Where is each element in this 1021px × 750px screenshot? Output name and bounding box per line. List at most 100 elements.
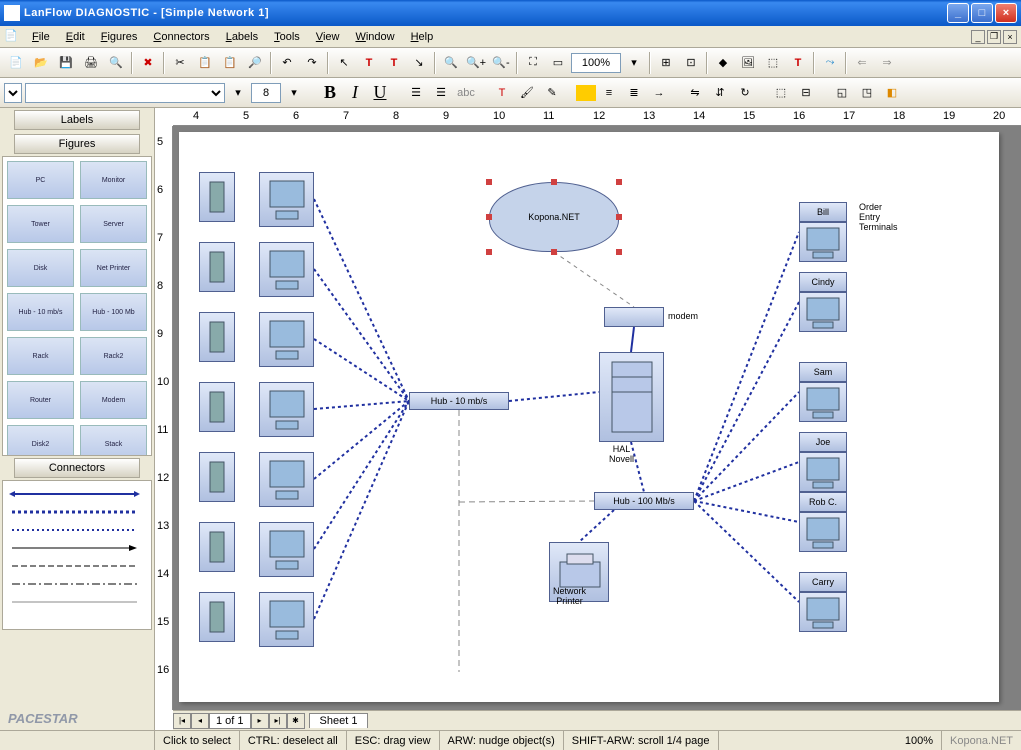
find-button[interactable]: 🔎 [243, 51, 267, 75]
connector-thin[interactable] [7, 593, 147, 611]
flip-h-button[interactable]: ⇋ [683, 81, 707, 105]
redo-button[interactable]: ↷ [300, 51, 324, 75]
terminal-monitor-node[interactable] [799, 292, 847, 332]
phone-node[interactable] [199, 242, 235, 292]
pointer-tool[interactable]: ↖ [332, 51, 356, 75]
modem-node[interactable] [604, 307, 664, 327]
phone-node[interactable] [199, 172, 235, 222]
diagram-page[interactable]: Hub - 10 mb/sHub - 100 Mb/sKopona.NETmod… [179, 132, 999, 702]
fontsize-input[interactable] [251, 83, 281, 103]
style-combo[interactable] [4, 83, 22, 103]
selection-handle[interactable] [551, 179, 557, 185]
prev-page-button[interactable]: ◂ [191, 713, 209, 729]
workstation-node[interactable] [259, 592, 314, 647]
figure-thumb[interactable]: Net Printer [80, 249, 147, 287]
text-style-button[interactable]: T [786, 51, 810, 75]
back-button[interactable]: ⇐ [850, 51, 874, 75]
selection-handle[interactable] [616, 179, 622, 185]
layer-button[interactable]: ◧ [880, 81, 904, 105]
menu-window[interactable]: Window [347, 29, 402, 45]
selection-handle[interactable] [551, 249, 557, 255]
menu-labels[interactable]: Labels [218, 29, 266, 45]
line-weight-button[interactable]: ≣ [622, 81, 646, 105]
hub-10-node[interactable]: Hub - 10 mb/s [409, 392, 509, 410]
snap-button[interactable]: ⊡ [679, 51, 703, 75]
workstation-node[interactable] [259, 242, 314, 297]
terminal-monitor-node[interactable] [799, 452, 847, 492]
minimize-button[interactable]: _ [947, 3, 969, 23]
zoom-input[interactable] [571, 53, 621, 73]
phone-node[interactable] [199, 522, 235, 572]
connector-dashdot[interactable] [7, 575, 147, 593]
connector-solid[interactable] [7, 485, 147, 503]
brush-button[interactable]: 🖌 [515, 81, 539, 105]
print-button[interactable]: 🖨 [79, 51, 103, 75]
add-page-button[interactable]: ✱ [287, 713, 305, 729]
cut-button[interactable]: ✂ [168, 51, 192, 75]
distribute-button[interactable]: ⊟ [794, 81, 818, 105]
figure-thumb[interactable]: PC [7, 161, 74, 199]
connector-dashed[interactable] [7, 557, 147, 575]
mdi-restore-button[interactable]: ❐ [987, 30, 1001, 44]
figure-thumb[interactable]: Modem [80, 381, 147, 419]
terminal-label-node[interactable]: Rob C. [799, 492, 847, 512]
flip-v-button[interactable]: ⇵ [708, 81, 732, 105]
last-page-button[interactable]: ▸| [269, 713, 287, 729]
workstation-node[interactable] [259, 452, 314, 507]
sheet-tab[interactable]: Sheet 1 [309, 713, 369, 728]
menu-figures[interactable]: Figures [93, 29, 146, 45]
canvas[interactable]: Hub - 10 mb/sHub - 100 Mb/sKopona.NETmod… [173, 126, 1021, 710]
conn-style-button[interactable]: ⤳ [818, 51, 842, 75]
zoom-tool[interactable]: 🔍 [439, 51, 463, 75]
front-button[interactable]: ◱ [830, 81, 854, 105]
align-button[interactable]: ⬚ [769, 81, 793, 105]
figure-thumb[interactable]: Tower [7, 205, 74, 243]
fontsize-dropdown[interactable]: ▾ [282, 81, 306, 105]
phone-node[interactable] [199, 312, 235, 362]
menu-file[interactable]: File [24, 29, 58, 45]
text-tool[interactable]: T [357, 51, 381, 75]
arrow-button[interactable]: → [647, 81, 671, 105]
terminal-monitor-node[interactable] [799, 222, 847, 262]
figure-thumb[interactable]: Disk2 [7, 425, 74, 456]
terminal-label-node[interactable]: Joe [799, 432, 847, 452]
connector-dotted-thick[interactable] [7, 503, 147, 521]
cloud-node[interactable]: Kopona.NET [489, 182, 619, 252]
align-left-button[interactable]: ☰ [404, 81, 428, 105]
grid-button[interactable]: ⊞ [654, 51, 678, 75]
workstation-node[interactable] [259, 312, 314, 367]
hub-100-node[interactable]: Hub - 100 Mb/s [594, 492, 694, 510]
back2-button[interactable]: ◳ [855, 81, 879, 105]
copy-button[interactable]: 📋 [193, 51, 217, 75]
line-style-button[interactable]: ≡ [597, 81, 621, 105]
terminal-label-node[interactable]: Cindy [799, 272, 847, 292]
selection-handle[interactable] [616, 214, 622, 220]
figures-panel-header[interactable]: Figures [14, 134, 140, 154]
menu-connectors[interactable]: Connectors [145, 29, 217, 45]
text-tool-2[interactable]: T [382, 51, 406, 75]
terminal-monitor-node[interactable] [799, 382, 847, 422]
italic-button[interactable]: I [343, 81, 367, 105]
zoom-page-button[interactable]: ▭ [546, 51, 570, 75]
menu-tools[interactable]: Tools [266, 29, 308, 45]
phone-node[interactable] [199, 452, 235, 502]
workstation-node[interactable] [259, 382, 314, 437]
underline-button[interactable]: U [368, 81, 392, 105]
font-combo[interactable] [25, 83, 225, 103]
selection-handle[interactable] [486, 249, 492, 255]
mdi-minimize-button[interactable]: _ [971, 30, 985, 44]
new-button[interactable]: 📄 [4, 51, 28, 75]
terminal-label-node[interactable]: Sam [799, 362, 847, 382]
undo-button[interactable]: ↶ [275, 51, 299, 75]
figure-thumb[interactable]: Rack2 [80, 337, 147, 375]
zoom-in-button[interactable]: 🔍+ [464, 51, 488, 75]
menu-help[interactable]: Help [403, 29, 442, 45]
selection-handle[interactable] [486, 214, 492, 220]
zoom-dropdown[interactable]: ▾ [622, 51, 646, 75]
figure-thumb[interactable]: Hub - 100 Mb [80, 293, 147, 331]
open-button[interactable]: 📂 [29, 51, 53, 75]
terminal-label-node[interactable]: Carry [799, 572, 847, 592]
figure-thumb[interactable]: Server [80, 205, 147, 243]
shape-button[interactable]: ◆ [711, 51, 735, 75]
labels-panel-header[interactable]: Labels [14, 110, 140, 130]
